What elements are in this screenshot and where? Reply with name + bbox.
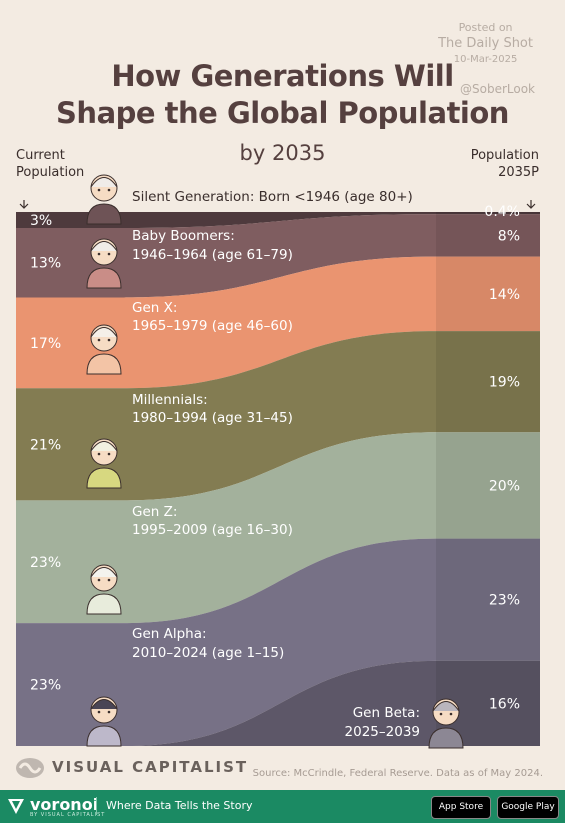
baby-boomers-current-value: 13% [30, 256, 61, 272]
source-note: Source: McCrindle, Federal Reserve. Data… [252, 768, 543, 779]
baby-boomers-label: Baby Boomers: [132, 228, 235, 244]
gen-z-projected-value: 20% [489, 478, 520, 494]
publication-name: The Daily Shot [438, 36, 533, 51]
silent-generation-current-value: 3% [30, 213, 52, 229]
app-store-button[interactable]: App Store [431, 796, 491, 819]
gen-x-person-icon [86, 324, 122, 375]
right-pointer-icon [526, 200, 536, 209]
gen-alpha-range: 2010–2024 (age 1–15) [132, 645, 284, 661]
left-column-header-line1: Current [16, 148, 65, 163]
gen-beta-projected-value: 16% [489, 696, 520, 712]
footer-logo-text: VISUAL CAPITALIST [52, 758, 249, 776]
gen-x-projected-value: 14% [489, 287, 520, 303]
gen-x-label: Gen X: [132, 300, 177, 316]
band-gen-beta [16, 660, 540, 746]
visual-capitalist-logo-icon [16, 758, 44, 778]
social-handle: @SoberLook [460, 82, 535, 96]
gen-beta-range: 2025–2039 [345, 724, 420, 740]
silent-generation-person-icon [86, 174, 122, 225]
gen-z-person-icon [86, 564, 122, 615]
credit-block: Posted on The Daily Shot 10-Mar-2025 [438, 20, 533, 68]
left-pointer-icon [19, 200, 29, 209]
gen-beta-label: Gen Beta: [353, 705, 420, 721]
band-millennials [16, 331, 540, 501]
millennials-person-icon [86, 438, 122, 489]
post-date: 10-Mar-2025 [453, 54, 518, 65]
voronoi-brand: voronoi [30, 795, 99, 814]
chart-title: How Generations Will Shape the Global Po… [0, 58, 565, 132]
millennials-label: Millennials: [132, 392, 208, 408]
gen-alpha-label: Gen Alpha: [132, 626, 207, 642]
posted-on-text: Posted on [458, 21, 513, 34]
right-column-header: Population 2035P [471, 147, 539, 181]
silent-generation-projected-value: 0.4% [484, 204, 520, 220]
band-gen-z [16, 432, 540, 624]
left-column-header-line2: Population [16, 165, 85, 180]
gen-z-current-value: 23% [30, 555, 61, 571]
voronoi-brand-sub: BY VISUAL CAPITALIST [30, 812, 106, 818]
baby-boomers-range: 1946–1964 (age 61–79) [132, 247, 293, 263]
gen-alpha-projected-value: 23% [489, 593, 520, 609]
millennials-range: 1980–1994 (age 31–45) [132, 410, 293, 426]
left-column-header: Current Population [16, 147, 84, 181]
millennials-current-value: 21% [30, 437, 61, 453]
baby-boomers-person-icon [86, 238, 122, 289]
right-column-header-line1: Population [470, 148, 539, 163]
gen-alpha-person-icon [86, 696, 122, 747]
title-line-1: How Generations Will [111, 59, 454, 93]
gen-x-current-value: 17% [30, 336, 61, 352]
band-silent-generation [16, 212, 540, 229]
gen-x-range: 1965–1979 (age 46–60) [132, 318, 293, 334]
gen-z-range: 1995–2009 (age 16–30) [132, 522, 293, 538]
millennials-projected-value: 19% [489, 375, 520, 391]
chart-subtitle: by 2035 [239, 141, 326, 165]
footer-divider [96, 797, 97, 815]
band-gen-x [16, 256, 540, 389]
band-gen-alpha [16, 538, 540, 746]
google-play-button[interactable]: Google Play [497, 796, 559, 819]
baby-boomers-projected-value: 8% [498, 228, 520, 244]
projection-column-shade [436, 212, 540, 746]
gen-beta-person-icon [428, 698, 464, 749]
tagline: Where Data Tells the Story [106, 799, 253, 812]
voronoi-logo-icon [8, 799, 24, 814]
gen-z-label: Gen Z: [132, 504, 177, 520]
gen-alpha-current-value: 23% [30, 678, 61, 694]
band-baby-boomers [16, 214, 540, 298]
right-column-header-line2: 2035P [498, 165, 539, 180]
title-line-2: Shape the Global Population [56, 96, 509, 130]
silent-generation-label: Silent Generation: Born <1946 (age 80+) [132, 189, 413, 205]
